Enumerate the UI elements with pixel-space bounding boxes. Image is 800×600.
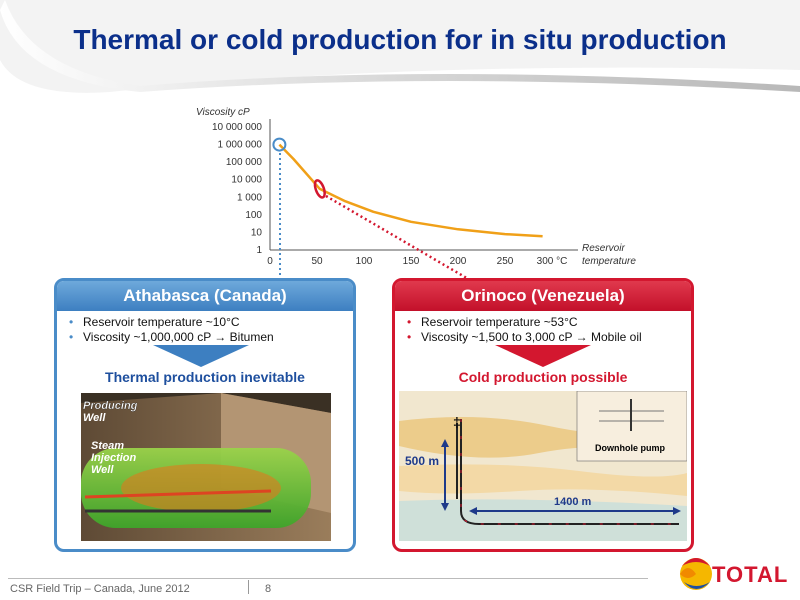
producing-well-label-2: Well bbox=[83, 412, 106, 424]
y-tick-label: 1 000 bbox=[237, 192, 262, 203]
orinoco-point-marker bbox=[313, 179, 326, 199]
x-axis-label: Reservoir bbox=[582, 243, 625, 254]
x-tick-label: 300 °C bbox=[537, 256, 568, 267]
athabasca-subheading: Thermal production inevitable bbox=[105, 369, 305, 385]
x-axis-label-2: temperature bbox=[582, 256, 636, 267]
steam-injection-label-3: Well bbox=[91, 464, 114, 476]
footer-divider bbox=[8, 578, 648, 579]
athabasca-bullets: • Reservoir temperature ~10°C • Viscosity … bbox=[57, 315, 353, 345]
athabasca-card: Athabasca (Canada) • Reservoir temperatur… bbox=[54, 278, 356, 552]
y-tick-label: 10 000 000 bbox=[212, 122, 262, 133]
thermal-production-figure: Producing Well Steam Injection Well bbox=[81, 393, 331, 541]
x-tick-label: 100 bbox=[356, 256, 373, 267]
length-label: 1400 m bbox=[554, 496, 592, 508]
bullet: • Reservoir temperature ~10°C bbox=[69, 315, 240, 329]
total-logo-icon bbox=[680, 558, 712, 590]
total-logo-text: TOTAL bbox=[712, 562, 789, 587]
y-tick-label: 100 000 bbox=[226, 157, 263, 168]
y-tick-label: 1 bbox=[256, 245, 262, 256]
viscosity-curve bbox=[278, 143, 543, 238]
wellhead-icon: ‡ bbox=[453, 414, 461, 430]
y-tick-label: 100 bbox=[245, 210, 262, 221]
x-tick-label: 200 bbox=[450, 256, 467, 267]
steam-injection-label: Steam bbox=[91, 440, 124, 452]
depth-label: 500 m bbox=[405, 454, 439, 468]
bullet: • Viscosity ~1,500 to 3,000 cP → Mobile o… bbox=[407, 330, 642, 344]
x-tick-label: 250 bbox=[497, 256, 514, 267]
athabasca-header: Athabasca (Canada) bbox=[57, 281, 353, 311]
bullet: • Reservoir temperature ~53°C bbox=[407, 315, 578, 329]
down-arrow-icon bbox=[153, 345, 249, 367]
y-tick-label: 1 000 000 bbox=[218, 140, 263, 151]
footer-separator bbox=[248, 580, 249, 594]
orinoco-header: Orinoco (Venezuela) bbox=[395, 281, 691, 311]
orinoco-subheading: Cold production possible bbox=[458, 369, 628, 385]
orinoco-bullets: • Reservoir temperature ~53°C • Viscosity … bbox=[395, 315, 691, 345]
athabasca-point-marker bbox=[272, 137, 287, 152]
downhole-pump-label: Downhole pump bbox=[595, 443, 665, 453]
down-arrow-icon bbox=[495, 345, 591, 367]
producing-well-label: Producing bbox=[83, 400, 138, 412]
y-tick-label: 10 000 bbox=[231, 175, 262, 186]
steam-injection-label-2: Injection bbox=[91, 452, 137, 464]
page-number: 8 bbox=[265, 583, 272, 595]
cold-production-figure: Downhole pump ‡ 500 m 1400 m bbox=[399, 391, 687, 541]
page-title: Thermal or cold production for in situ p… bbox=[73, 24, 727, 55]
y-tick-label: 10 bbox=[251, 227, 263, 238]
x-tick-label: 0 bbox=[267, 256, 273, 267]
header-swoosh bbox=[0, 0, 800, 93]
x-tick-label: 50 bbox=[311, 256, 323, 267]
bullet: • Viscosity ~1,000,000 cP → Bitumen bbox=[69, 330, 274, 344]
y-axis-label: Viscosity cP bbox=[196, 107, 250, 118]
x-tick-label: 150 bbox=[403, 256, 420, 267]
orinoco-card: Orinoco (Venezuela) • Reservoir temperatu… bbox=[392, 278, 694, 552]
footer-text: CSR Field Trip – Canada, June 2012 bbox=[10, 583, 190, 595]
